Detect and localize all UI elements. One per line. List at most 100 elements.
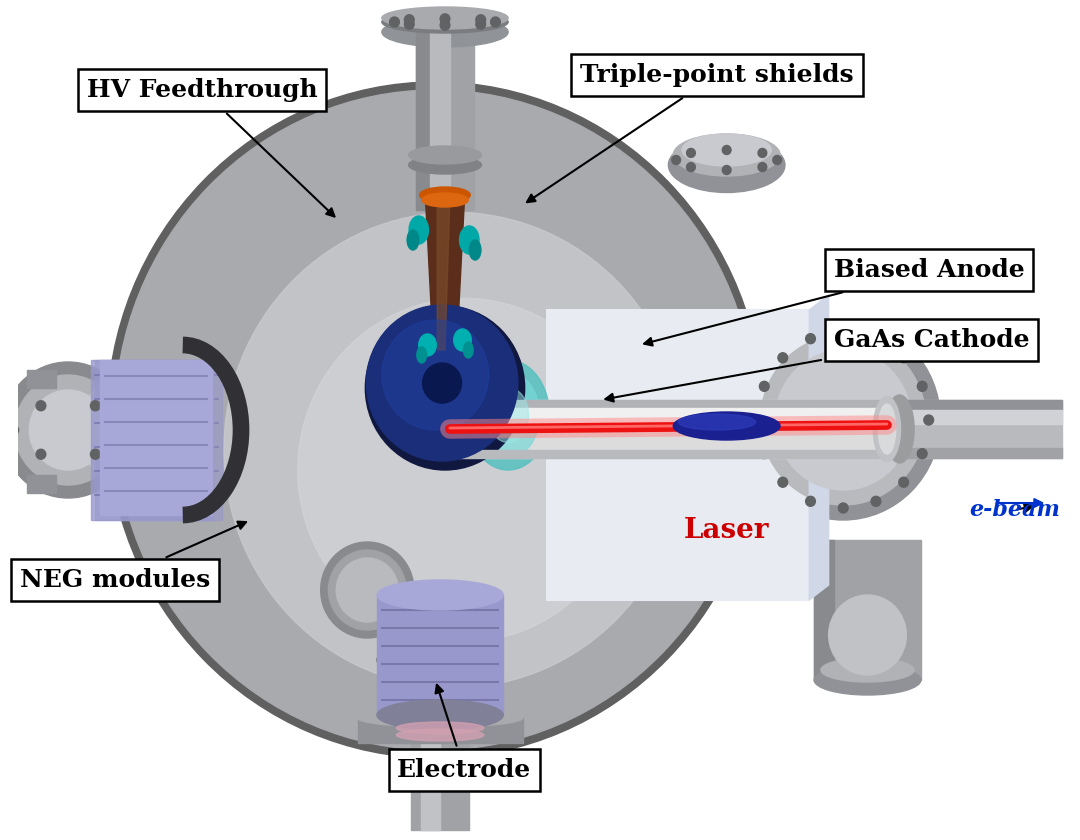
Ellipse shape — [488, 387, 528, 443]
Ellipse shape — [878, 404, 895, 454]
Circle shape — [872, 333, 881, 344]
Circle shape — [917, 449, 927, 459]
Circle shape — [778, 353, 787, 363]
Ellipse shape — [409, 216, 429, 244]
Ellipse shape — [377, 700, 503, 730]
Ellipse shape — [669, 138, 785, 192]
Ellipse shape — [419, 334, 436, 356]
Circle shape — [723, 145, 731, 155]
Bar — [814, 540, 921, 680]
Text: NEG modules: NEG modules — [19, 522, 246, 592]
Ellipse shape — [470, 240, 481, 260]
Ellipse shape — [463, 342, 473, 358]
Circle shape — [91, 401, 100, 411]
Circle shape — [828, 595, 906, 675]
Ellipse shape — [673, 134, 780, 176]
Circle shape — [15, 375, 122, 485]
Circle shape — [778, 477, 787, 487]
Ellipse shape — [673, 412, 780, 440]
Circle shape — [366, 305, 517, 461]
Circle shape — [806, 333, 815, 344]
Circle shape — [672, 155, 680, 165]
Ellipse shape — [382, 7, 508, 29]
Text: e-beam: e-beam — [970, 499, 1061, 521]
Bar — [431, 30, 450, 210]
Circle shape — [687, 149, 696, 157]
Circle shape — [838, 327, 848, 337]
Circle shape — [758, 149, 767, 157]
Circle shape — [872, 496, 881, 507]
Text: Electrode: Electrode — [397, 685, 531, 782]
Ellipse shape — [377, 641, 503, 679]
Bar — [892, 448, 1062, 458]
Circle shape — [224, 213, 686, 688]
Bar — [814, 540, 834, 680]
Circle shape — [9, 425, 18, 435]
Ellipse shape — [476, 372, 540, 458]
Bar — [416, 30, 474, 210]
Ellipse shape — [382, 11, 508, 33]
Bar — [892, 400, 1062, 410]
Bar — [445, 400, 887, 458]
Circle shape — [476, 15, 486, 24]
Ellipse shape — [460, 226, 480, 254]
Text: Biased Anode: Biased Anode — [644, 258, 1024, 345]
Circle shape — [759, 381, 769, 391]
Circle shape — [107, 82, 764, 758]
Circle shape — [114, 90, 756, 750]
Circle shape — [899, 477, 908, 487]
Circle shape — [365, 306, 525, 470]
Bar — [27, 475, 56, 493]
Circle shape — [775, 350, 912, 490]
Bar — [92, 360, 213, 520]
Circle shape — [36, 401, 45, 411]
Circle shape — [923, 415, 933, 425]
Ellipse shape — [681, 134, 771, 166]
Ellipse shape — [874, 396, 901, 461]
Text: GaAs Cathode: GaAs Cathode — [606, 328, 1029, 402]
Circle shape — [29, 390, 107, 470]
Circle shape — [36, 449, 45, 459]
Circle shape — [328, 550, 406, 630]
Bar — [27, 370, 56, 388]
Ellipse shape — [357, 709, 523, 727]
Ellipse shape — [408, 156, 482, 174]
Circle shape — [760, 335, 926, 505]
Ellipse shape — [420, 187, 470, 203]
Circle shape — [91, 449, 100, 459]
Ellipse shape — [417, 347, 427, 363]
Text: HV Feedthrough: HV Feedthrough — [86, 78, 335, 217]
Circle shape — [746, 320, 941, 520]
Ellipse shape — [454, 329, 471, 351]
Bar — [100, 360, 212, 515]
Bar — [416, 30, 431, 210]
Circle shape — [476, 19, 486, 29]
Bar — [546, 310, 809, 600]
Circle shape — [2, 362, 134, 498]
Circle shape — [404, 19, 414, 29]
Polygon shape — [437, 200, 450, 350]
Circle shape — [441, 13, 450, 24]
Bar — [411, 730, 470, 830]
Ellipse shape — [79, 382, 151, 477]
Circle shape — [321, 542, 414, 638]
Circle shape — [298, 298, 631, 642]
Ellipse shape — [396, 722, 484, 734]
Ellipse shape — [408, 146, 482, 164]
Circle shape — [838, 503, 848, 513]
Circle shape — [917, 381, 927, 391]
Text: Triple-point shields: Triple-point shields — [527, 63, 854, 202]
Ellipse shape — [396, 729, 484, 741]
Polygon shape — [426, 200, 464, 350]
Circle shape — [687, 163, 696, 171]
Ellipse shape — [382, 17, 508, 47]
Circle shape — [390, 17, 400, 27]
Circle shape — [773, 155, 782, 165]
Circle shape — [758, 163, 767, 171]
Bar — [445, 408, 887, 426]
Ellipse shape — [821, 658, 914, 682]
Bar — [421, 730, 441, 830]
Circle shape — [759, 449, 769, 459]
Circle shape — [490, 17, 500, 27]
Ellipse shape — [467, 360, 550, 470]
